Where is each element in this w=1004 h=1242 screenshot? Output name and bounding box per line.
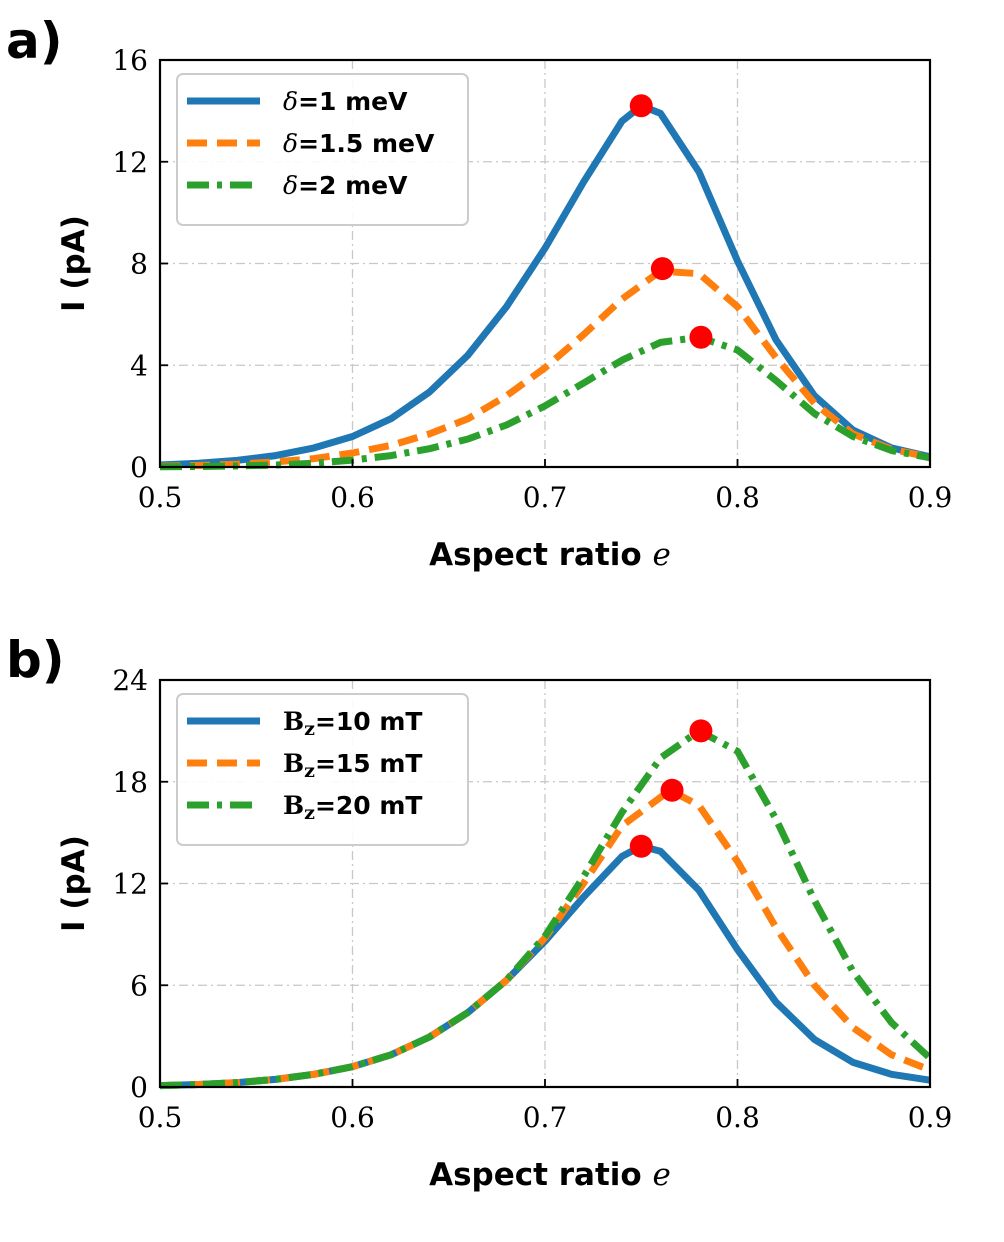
- panel-a-legend: δ=1 meV δ=1.5 meV δ=2 meV: [176, 73, 469, 226]
- panel-a-legend-entry-1: δ=1 meV: [283, 87, 408, 116]
- panel-b-peak-markers: [629, 719, 713, 858]
- panel-b-chart: b) 0.5 0.6 0.7 0.8 0.9 0 6 12 18 24 Aspect ratio…: [6, 631, 952, 1193]
- panel-a-x-tick-label: 0.5: [138, 481, 183, 514]
- panel-b-gridlines: [160, 680, 930, 1087]
- panel-b-y-tick-label: 0: [130, 1071, 148, 1104]
- panel-a-x-ticks: 0.5 0.6 0.7 0.8 0.9: [138, 459, 953, 514]
- panel-b-series-3-line: [159, 727, 933, 1090]
- panel-a-peak-marker-1: [629, 94, 653, 118]
- panel-a-y-ticks: 0 4 8 12 16: [112, 44, 168, 484]
- panel-b-x-tick-label: 0.9: [908, 1101, 953, 1134]
- panel-b-x-tick-label: 0.5: [138, 1101, 183, 1134]
- panel-b-legend: Bz=10 mT Bz=15 mT Bz=20 mT: [176, 693, 469, 846]
- panel-b-curves: [159, 727, 933, 1090]
- panel-b-peak-marker-3: [689, 719, 713, 743]
- panel-a-series-3-line: [159, 333, 931, 471]
- panel-b-label: b): [6, 631, 65, 689]
- panel-a-series-2-line: [159, 267, 931, 470]
- panel-a-curves: [159, 102, 931, 471]
- panel-b-peak-marker-2: [660, 778, 684, 802]
- panel-b-x-tick-label: 0.6: [330, 1101, 375, 1134]
- panel-b-y-axis-label: I (pA): [56, 835, 92, 932]
- panel-a-x-axis-label: Aspect ratio e: [429, 537, 671, 573]
- panel-b-x-tick-label: 0.7: [523, 1101, 568, 1134]
- panel-b-x-tick-label: 0.8: [715, 1101, 760, 1134]
- panel-a-y-tick-label: 4: [130, 349, 148, 382]
- panel-a-x-tick-label: 0.9: [908, 481, 953, 514]
- panel-a-peak-markers: [629, 94, 713, 349]
- panel-a-y-tick-label: 0: [130, 451, 148, 484]
- panel-a-y-tick-label: 16: [112, 44, 148, 77]
- panel-a-x-tick-label: 0.8: [715, 481, 760, 514]
- panel-a-series-1-line: [159, 102, 931, 469]
- panel-b-legend-entry-1: Bz=10 mT: [283, 707, 422, 740]
- panel-b-y-tick-label: 6: [130, 969, 148, 1002]
- panel-a-legend-entry-2: δ=1.5 meV: [283, 129, 435, 158]
- panel-b-peak-marker-1: [629, 834, 653, 858]
- panel-a-peak-marker-3: [689, 325, 713, 349]
- panel-b-y-tick-label: 12: [112, 868, 148, 901]
- panel-b-series-2-line: [159, 786, 932, 1090]
- panel-a-y-tick-label: 12: [112, 146, 148, 179]
- panel-b-x-ticks: 0.5 0.6 0.7 0.8 0.9: [138, 1079, 953, 1134]
- panel-b-x-axis-label: Aspect ratio e: [429, 1157, 671, 1193]
- panel-a-legend-entry-3: δ=2 meV: [283, 171, 408, 200]
- panel-b-legend-entry-2: Bz=15 mT: [283, 749, 422, 782]
- panel-a-y-axis-label: I (pA): [56, 215, 92, 312]
- panel-b-y-tick-label: 18: [112, 766, 148, 799]
- panel-b-legend-entry-3: Bz=20 mT: [283, 791, 422, 824]
- panel-b-y-ticks: 0 6 12 18 24: [112, 664, 168, 1104]
- panel-a-y-tick-label: 8: [130, 248, 148, 281]
- panel-a-x-tick-label: 0.6: [330, 481, 375, 514]
- panel-a-peak-marker-2: [650, 257, 674, 281]
- panel-a-x-tick-label: 0.7: [523, 481, 568, 514]
- panel-a-chart: a) 0.5 0.6 0.7 0.8 0.9 0 4 8 12 16 Aspect ratio …: [6, 12, 952, 573]
- panel-a-label: a): [6, 12, 63, 70]
- panel-b-y-tick-label: 24: [112, 664, 148, 697]
